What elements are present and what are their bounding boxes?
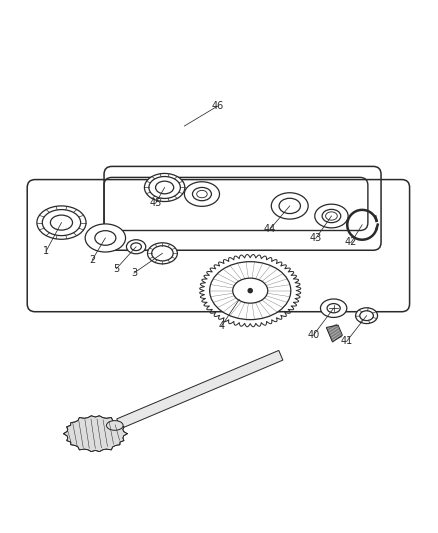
Ellipse shape <box>106 421 123 430</box>
Text: 4: 4 <box>218 321 224 331</box>
Ellipse shape <box>321 209 340 223</box>
Ellipse shape <box>131 243 141 251</box>
Ellipse shape <box>325 212 336 220</box>
Polygon shape <box>63 416 127 451</box>
Ellipse shape <box>152 246 173 261</box>
Ellipse shape <box>126 240 145 254</box>
Ellipse shape <box>271 193 307 219</box>
Ellipse shape <box>37 206 86 239</box>
Ellipse shape <box>192 188 211 201</box>
Ellipse shape <box>85 224 125 252</box>
Ellipse shape <box>326 304 339 313</box>
Ellipse shape <box>355 308 377 324</box>
Ellipse shape <box>148 176 180 198</box>
Text: 46: 46 <box>211 101 223 111</box>
Ellipse shape <box>184 182 219 206</box>
Text: 44: 44 <box>263 224 276 234</box>
Ellipse shape <box>144 173 184 201</box>
Ellipse shape <box>196 190 207 198</box>
Ellipse shape <box>279 198 300 214</box>
Ellipse shape <box>147 243 177 264</box>
Ellipse shape <box>320 299 346 318</box>
Ellipse shape <box>155 181 173 194</box>
Text: 3: 3 <box>131 268 137 278</box>
Ellipse shape <box>314 204 347 228</box>
Ellipse shape <box>209 262 290 320</box>
Text: 5: 5 <box>113 264 119 273</box>
Ellipse shape <box>50 215 72 230</box>
Ellipse shape <box>95 231 116 245</box>
Polygon shape <box>117 350 282 429</box>
Ellipse shape <box>42 209 81 236</box>
Text: 41: 41 <box>340 336 352 346</box>
Text: 40: 40 <box>307 329 319 340</box>
Text: 2: 2 <box>89 255 95 265</box>
Text: 43: 43 <box>309 233 321 243</box>
Text: 45: 45 <box>149 198 162 208</box>
Ellipse shape <box>232 278 267 303</box>
Circle shape <box>247 288 252 293</box>
Text: 1: 1 <box>43 246 49 256</box>
Text: 42: 42 <box>344 237 357 247</box>
Ellipse shape <box>359 311 372 320</box>
Polygon shape <box>325 325 342 342</box>
